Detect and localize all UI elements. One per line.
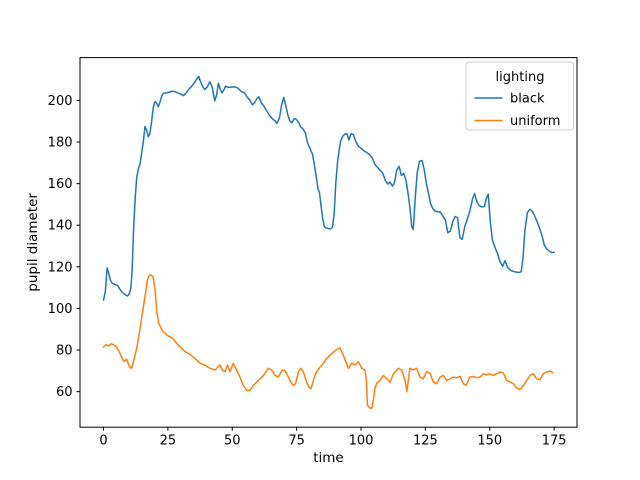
y-tick-label: 200 (48, 94, 73, 109)
legend-label-black: black (510, 92, 545, 107)
x-axis-label: time (313, 450, 344, 466)
x-tick-label: 125 (413, 434, 438, 449)
y-tick-label: 160 (48, 177, 73, 192)
y-tick-label: 80 (56, 344, 73, 359)
legend-title: lighting (496, 70, 545, 85)
x-tick-label: 150 (477, 434, 502, 449)
y-tick-label: 120 (48, 260, 73, 275)
series-line-black (102, 75, 555, 301)
y-axis-label: pupil diameter (25, 193, 41, 292)
y-tick-label: 140 (48, 219, 73, 234)
y-tick-label: 180 (48, 136, 73, 151)
x-tick-label: 100 (349, 434, 374, 449)
legend-label-uniform: uniform (510, 114, 560, 129)
legend-box (465, 61, 574, 131)
y-axis: 60 80 100 120 140 160 180 200 (48, 94, 80, 400)
series-layer (102, 75, 555, 410)
axes-frame (79, 57, 578, 428)
y-tick-label: 100 (48, 302, 73, 317)
legend: lighting black uniform (465, 61, 574, 131)
x-tick-label: 25 (160, 434, 177, 449)
y-tick-label: 60 (56, 385, 73, 400)
series-line-uniform (102, 273, 554, 410)
x-tick-label: 175 (542, 434, 567, 449)
x-tick-label: 50 (224, 434, 241, 449)
x-axis: 0 25 50 75 100 125 150 175 (99, 427, 567, 449)
x-tick-label: 0 (99, 434, 107, 449)
x-tick-label: 75 (288, 434, 305, 449)
